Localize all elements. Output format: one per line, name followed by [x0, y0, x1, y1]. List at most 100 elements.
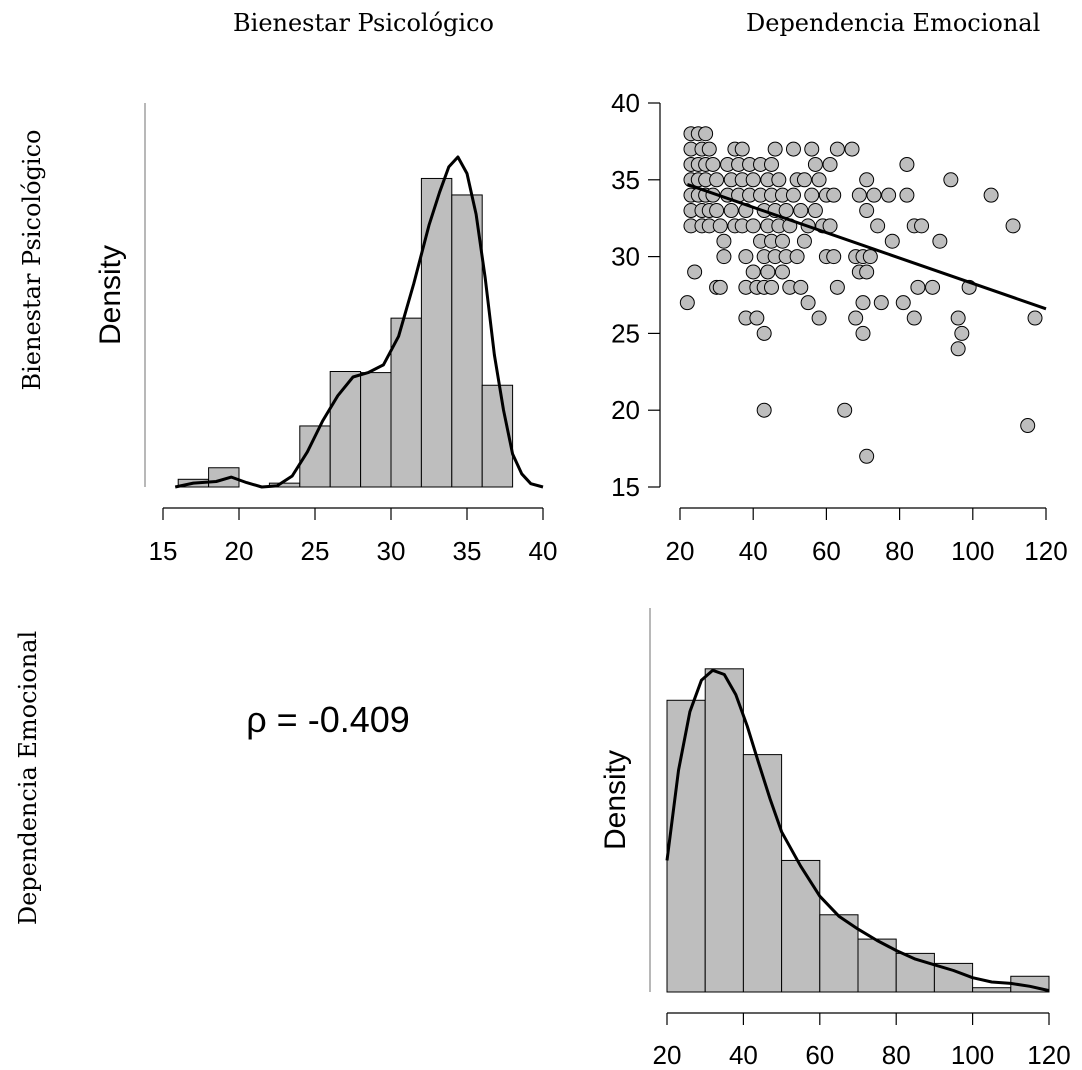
- scatter-point: [1005, 218, 1021, 234]
- scatter-point: [925, 279, 941, 295]
- scatter-point: [859, 172, 875, 188]
- x-tick-label: 60: [805, 1040, 834, 1070]
- x-tick-label: 20: [653, 1040, 682, 1070]
- scatter-point: [793, 279, 809, 295]
- scatter-point: [826, 187, 842, 203]
- scatter-point: [829, 279, 845, 295]
- scatter-point: [804, 187, 820, 203]
- histogram-bar: [704, 668, 744, 993]
- scatter-point: [855, 295, 871, 311]
- density-axis-label: Density: [94, 245, 127, 345]
- scatter-point: [837, 402, 853, 418]
- histogram-bar: [742, 754, 783, 993]
- x-tick-label: 80: [882, 1040, 911, 1070]
- histogram-bar: [390, 317, 422, 488]
- x-tick-label: 100: [951, 536, 994, 566]
- histogram-bar: [781, 859, 821, 993]
- scatter-point: [910, 279, 926, 295]
- scatter-point: [738, 249, 754, 265]
- scatter-point: [789, 249, 805, 265]
- scatter-point: [716, 249, 732, 265]
- scatter-point: [811, 310, 827, 326]
- scatter-point: [793, 203, 809, 219]
- scatter-point: [906, 310, 922, 326]
- x-tick-label: 60: [812, 536, 841, 566]
- scatter-point: [807, 203, 823, 219]
- y-tick-label: 15: [611, 472, 640, 502]
- scatter-point: [756, 402, 772, 418]
- scatter-point: [943, 172, 959, 188]
- density-curve: [665, 668, 1050, 993]
- scatter-point: [701, 141, 717, 157]
- histogram-bar: [360, 372, 392, 488]
- scatter-point: [881, 187, 897, 203]
- scatter-point: [716, 233, 732, 249]
- y-tick-label: 30: [611, 242, 640, 272]
- histogram-bar: [819, 914, 859, 993]
- x-tick-label: 120: [1027, 1040, 1070, 1070]
- scatter-point: [723, 203, 739, 219]
- y-tick-label: 25: [611, 318, 640, 348]
- scatter-point: [712, 218, 728, 234]
- column-header-bienestar: Bienestar Psicológico: [233, 9, 494, 37]
- scatter-point: [745, 264, 761, 280]
- y-tick-label: 40: [611, 88, 640, 118]
- scatter-point: [884, 233, 900, 249]
- scatter-point: [983, 187, 999, 203]
- histogram-bar: [972, 987, 1012, 993]
- histogram-bar: [451, 194, 483, 488]
- scatter-point: [749, 310, 765, 326]
- scatter-point: [914, 218, 930, 234]
- x-tick-label: 15: [149, 536, 178, 566]
- histogram-bar: [420, 177, 453, 488]
- scatter-point: [796, 233, 812, 249]
- x-tick-label: 20: [666, 536, 695, 566]
- scatter-point: [866, 187, 882, 203]
- scatter-point: [829, 141, 845, 157]
- x-tick-label: 35: [453, 536, 482, 566]
- x-tick-label: 40: [739, 536, 768, 566]
- scatter-point: [709, 172, 725, 188]
- x-tick-label: 120: [1024, 536, 1067, 566]
- scatter-point: [709, 203, 725, 219]
- scatter-point: [855, 325, 871, 341]
- scatter-point: [764, 156, 779, 172]
- scatter-point: [950, 310, 966, 326]
- scatter-point: [756, 325, 772, 341]
- scatter-point: [734, 141, 750, 157]
- scatter-point: [767, 141, 783, 157]
- scatter-point: [844, 141, 860, 157]
- scatter-point: [859, 448, 875, 464]
- x-tick-label: 30: [377, 536, 406, 566]
- scatter-point: [859, 264, 875, 280]
- scatter-point: [954, 325, 970, 341]
- scatter-point: [859, 203, 875, 219]
- scatter-point: [851, 187, 867, 203]
- x-tick-label: 100: [951, 1040, 994, 1070]
- panel-scatter: 15 20 25 30 35 40 20 40 60 80 100 120: [611, 88, 1068, 566]
- scatter-point: [826, 249, 842, 265]
- scatter-point: [899, 156, 915, 172]
- scatter-point: [899, 187, 915, 203]
- x-tick-label: 20: [225, 536, 254, 566]
- scatter-point: [760, 264, 776, 280]
- scatter-point: [1020, 418, 1036, 434]
- scatter-point: [870, 218, 886, 234]
- scatter-point: [1027, 310, 1043, 326]
- scatter-point: [771, 172, 787, 188]
- column-header-dependencia: Dependencia Emocional: [746, 9, 1041, 37]
- scatter-point: [774, 233, 790, 249]
- correlation-label: ρ = -0.409: [246, 699, 410, 740]
- x-tick-label: 80: [885, 536, 914, 566]
- scatter-point: [745, 218, 761, 234]
- histogram-bar: [329, 371, 362, 488]
- scatter-point: [807, 156, 823, 172]
- regression-line: [686, 182, 1047, 311]
- density-axis-label: Density: [599, 750, 632, 850]
- panel-histogram-dependencia: Density 20 40 60 80 100 120: [599, 608, 1071, 1070]
- scatter-point: [950, 341, 966, 357]
- scatter-point: [698, 126, 714, 142]
- density-curve: [174, 155, 544, 489]
- y-tick-label: 35: [611, 165, 640, 195]
